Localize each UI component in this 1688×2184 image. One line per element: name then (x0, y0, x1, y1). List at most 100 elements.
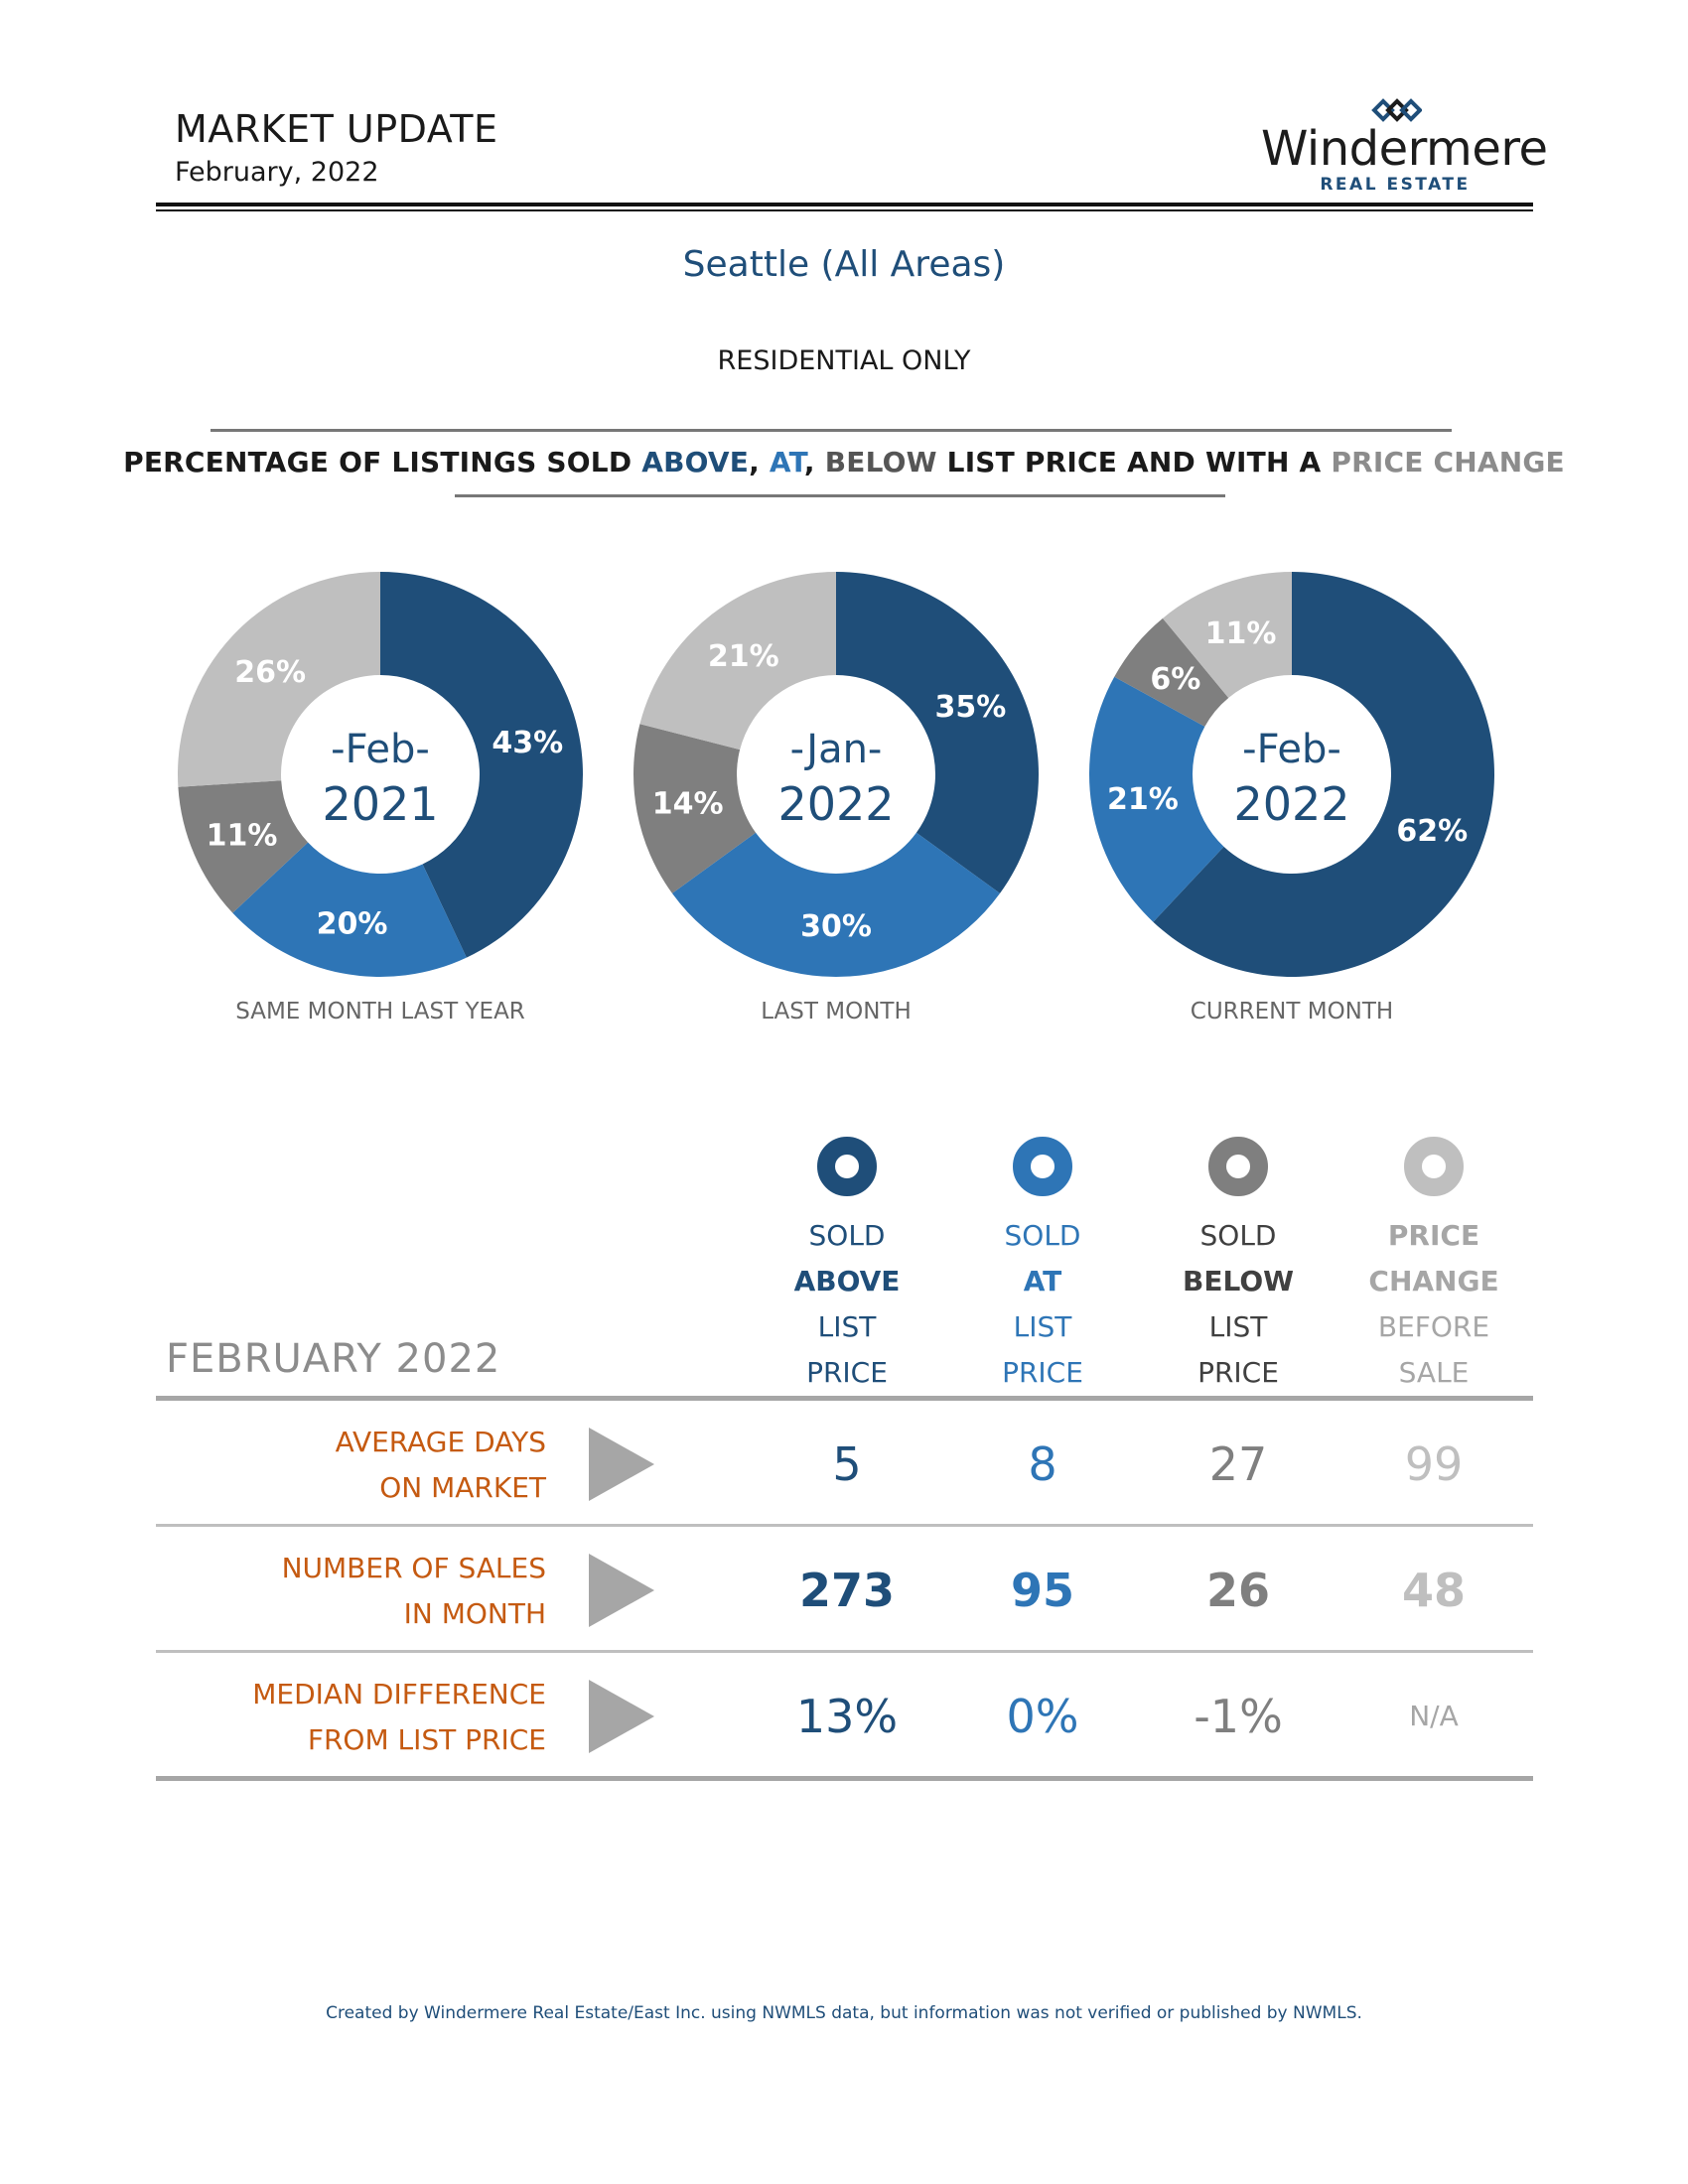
col-head-line: AT (1023, 1265, 1062, 1297)
donut-slice-price-change (639, 572, 836, 751)
donut-center-year: 2022 (1233, 777, 1349, 831)
table-rule-row1 (156, 1524, 1533, 1527)
heading-rule-bottom (455, 494, 1225, 497)
donut-slice-label: 14% (652, 786, 724, 821)
cell-above: 5 (832, 1437, 862, 1491)
donut-center-month: -Jan- (790, 727, 883, 772)
donut-slice-label: 43% (492, 726, 563, 760)
col-head-line: PRICE (1197, 1356, 1279, 1389)
windermere-logo: Windermere REAL ESTATE (1261, 95, 1548, 195)
cell-at: 0% (1006, 1690, 1079, 1743)
col-head-line: LIST (1013, 1310, 1072, 1343)
col-head-line: CHANGE (1368, 1265, 1499, 1297)
col-head-line: LIST (817, 1310, 877, 1343)
report-date: February, 2022 (175, 157, 379, 188)
col-head-line: PRICE (1002, 1356, 1083, 1389)
change-ring-icon (1404, 1137, 1464, 1196)
donut-slice-label: 30% (800, 909, 872, 944)
cell-change: 99 (1404, 1437, 1464, 1491)
col-head-line: PRICE (806, 1356, 888, 1389)
row-label-line: NUMBER OF SALES (281, 1552, 546, 1584)
table-rule-top (156, 1396, 1533, 1401)
table-rule-row2 (156, 1650, 1533, 1653)
heading-text-2: LIST PRICE AND WITH A (936, 446, 1332, 478)
donut-slice-price-change (1162, 572, 1292, 698)
col-head-line: ABOVE (793, 1265, 901, 1297)
col-head-line: BELOW (1183, 1265, 1294, 1297)
donut-center-month: -Feb- (331, 727, 430, 772)
heading-price-change: PRICE CHANGE (1331, 446, 1565, 478)
donut-slice-above (380, 572, 583, 958)
donut-slice-below (178, 780, 309, 913)
table-rule-bottom (156, 1776, 1533, 1781)
donut-center-year: 2022 (777, 777, 894, 831)
donut-slice-above (836, 572, 1040, 893)
donut-slice-below (1114, 617, 1229, 727)
donut-slice-label: 6% (1150, 662, 1200, 697)
table-row: NUMBER OF SALES IN MONTH 273 95 26 48 (0, 1532, 1688, 1648)
cell-above: 13% (795, 1690, 899, 1743)
header-divider-thin (156, 209, 1533, 211)
row-label-line: FROM LIST PRICE (307, 1723, 546, 1756)
donut-center-year: 2021 (322, 777, 438, 831)
row-arrow-icon (589, 1428, 654, 1501)
logo-wordmark: Windermere (1261, 121, 1548, 177)
col-head-line: SOLD (808, 1219, 886, 1252)
donut-slice-label: 20% (317, 906, 388, 941)
windermere-w-mark-icon (1371, 98, 1422, 122)
row-label-line: IN MONTH (403, 1597, 546, 1630)
donut-slice-label: 11% (207, 818, 278, 853)
donut-slice-label: 21% (1107, 782, 1179, 817)
heading-above: ABOVE (641, 446, 750, 478)
col-head-line: SOLD (1004, 1219, 1081, 1252)
row-arrow-icon (589, 1680, 654, 1753)
logo-subtitle: REAL ESTATE (1320, 175, 1471, 195)
above-ring-icon (817, 1137, 877, 1196)
col-head-line: LIST (1208, 1310, 1268, 1343)
heading-at: AT (769, 446, 804, 478)
caption-current-month: CURRENT MONTH (1190, 999, 1394, 1024)
donut-slice-label: 35% (935, 690, 1007, 725)
row-arrow-icon (589, 1554, 654, 1627)
donut-slice-label: 11% (1205, 616, 1277, 651)
col-head-line: SOLD (1199, 1219, 1277, 1252)
column-header-sold-at: SOLD AT LIST PRICE (953, 1213, 1132, 1396)
scope-label: RESIDENTIAL ONLY (717, 345, 971, 376)
cell-below: -1% (1194, 1690, 1283, 1743)
cell-at: 8 (1028, 1437, 1057, 1491)
col-head-line: PRICE (1387, 1219, 1480, 1252)
row-label-number-of-sales: NUMBER OF SALES IN MONTH (149, 1546, 546, 1637)
row-label-median-difference: MEDIAN DIFFERENCE FROM LIST PRICE (149, 1672, 546, 1763)
donut-slice-label: 26% (234, 655, 306, 690)
donut-slice-at (671, 832, 1001, 977)
column-header-price-change: PRICE CHANGE BEFORE SALE (1344, 1213, 1523, 1396)
row-label-line: MEDIAN DIFFERENCE (252, 1678, 546, 1710)
donut-slice-at (232, 842, 467, 977)
donut-slice-label: 62% (1396, 814, 1468, 849)
row-label-average-days: AVERAGE DAYS ON MARKET (149, 1420, 546, 1511)
area-title: Seattle (All Areas) (682, 244, 1006, 285)
heading-text-1: PERCENTAGE OF LISTINGS SOLD (123, 446, 642, 478)
cell-at: 95 (1010, 1564, 1074, 1617)
donut-center-month: -Feb- (1242, 727, 1341, 772)
header-divider-thick (156, 203, 1533, 206)
cell-above: 273 (798, 1564, 896, 1617)
report-title: MARKET UPDATE (175, 107, 498, 151)
cell-change: 48 (1401, 1564, 1466, 1617)
cell-below: 27 (1208, 1437, 1268, 1491)
col-head-line: BEFORE (1377, 1310, 1490, 1343)
donut-slice-price-change (177, 572, 380, 787)
heading-below: BELOW (824, 446, 937, 478)
footer-disclaimer: Created by Windermere Real Estate/East I… (326, 2003, 1362, 2023)
col-head-line: SALE (1398, 1356, 1470, 1389)
donut-slice-label: 21% (708, 639, 779, 674)
donut-slice-above (1153, 572, 1494, 978)
donut-slice-at (1089, 676, 1224, 922)
caption-same-month-last-year: SAME MONTH LAST YEAR (235, 999, 525, 1024)
chart-heading: PERCENTAGE OF LISTINGS SOLD ABOVE, AT, B… (0, 446, 1688, 478)
row-label-line: AVERAGE DAYS (335, 1426, 546, 1458)
heading-rule-top (211, 429, 1452, 432)
table-row: MEDIAN DIFFERENCE FROM LIST PRICE 13% 0%… (0, 1658, 1688, 1774)
heading-sep-1: , (749, 446, 770, 478)
cell-change: N/A (1409, 1700, 1459, 1732)
